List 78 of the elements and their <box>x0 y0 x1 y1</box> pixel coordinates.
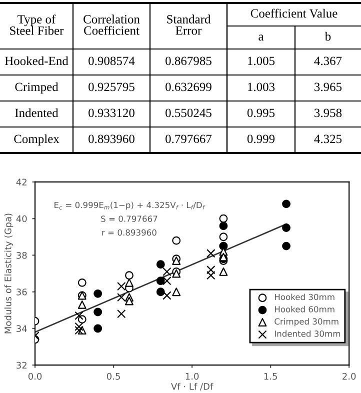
text: E$_{c}$ = 0.999E$_{m}$(1−p) + 4.325V$_{f}$ · L$_{f}$/D$_{f}$ <box>54 202 206 210</box>
text: 0.893960 <box>88 134 134 144</box>
text: 0.632699 <box>166 82 212 92</box>
y-tick-label: 38 <box>16 252 27 259</box>
text: Crimped <box>15 82 58 94</box>
text: 0.797667 <box>166 134 212 144</box>
point <box>156 288 165 296</box>
text: Indented <box>15 108 58 118</box>
y-tick-label: 42 <box>16 178 26 186</box>
text: 4.367 <box>314 56 342 66</box>
x-tick-label: 0.0 <box>28 372 42 380</box>
legend-label: Crimped 30mm <box>274 318 338 326</box>
point <box>78 300 86 309</box>
text: 0.908574 <box>88 56 135 66</box>
point <box>74 322 84 331</box>
point <box>117 282 126 291</box>
y-tick-label: 34 <box>16 325 27 332</box>
point <box>206 249 216 258</box>
point <box>117 292 126 302</box>
text: 1.003 <box>248 82 275 92</box>
point <box>282 224 291 232</box>
point <box>219 267 228 276</box>
point <box>125 296 134 306</box>
text: 3.965 <box>314 82 342 92</box>
x-tick-label: 1.5 <box>264 373 277 380</box>
text: 0.995 <box>247 108 275 118</box>
legend-label: Indented 30mm <box>274 330 340 337</box>
text: Complex <box>14 134 60 146</box>
point <box>219 222 228 230</box>
point <box>156 260 165 269</box>
annotation: S = 0.797667 <box>101 216 158 222</box>
x-tick-label: 1.0 <box>186 372 199 380</box>
text: a <box>258 34 264 41</box>
point <box>172 288 181 296</box>
y-tick-label: 40 <box>16 215 27 222</box>
point <box>206 271 216 280</box>
text: Hooked-End <box>4 56 68 66</box>
point <box>125 271 134 280</box>
point <box>117 309 126 318</box>
point <box>206 266 216 274</box>
text: 3.958 <box>314 108 342 118</box>
point <box>74 326 84 335</box>
point <box>156 276 165 286</box>
point <box>94 324 102 333</box>
point <box>74 311 84 320</box>
point <box>162 276 172 286</box>
y-tick-label: 36 <box>16 288 27 296</box>
text: b <box>324 32 331 41</box>
point <box>162 291 172 300</box>
x-tick-label: 0.5 <box>106 372 120 380</box>
annotation: r = 0.893960 <box>102 229 156 236</box>
point <box>282 200 291 208</box>
text: 0.867985 <box>166 56 212 66</box>
point <box>282 242 291 250</box>
y-axis-title: Modulus of Elasticity (Gpa) <box>4 214 14 334</box>
point <box>219 232 228 242</box>
x-tick-label: 2.0 <box>342 372 356 380</box>
text: Correlation Coefficient <box>84 14 140 35</box>
legend-label: Hooked 30mm <box>274 294 334 300</box>
text: 0.925795 <box>88 82 134 92</box>
text: 0.550245 <box>166 108 212 118</box>
point <box>219 214 228 223</box>
x-axis-title: Vf · Lf /Df <box>171 382 214 391</box>
legend-label: Hooked 60mm <box>274 306 334 312</box>
text: 1.005 <box>248 56 275 66</box>
point <box>172 236 181 245</box>
point <box>162 267 172 276</box>
text: Coefficient Value <box>250 8 338 18</box>
text: 0.999 <box>247 134 275 144</box>
y-tick-label: 32 <box>16 362 26 369</box>
text: Type of Steel Fiber <box>10 14 64 35</box>
point <box>125 278 134 287</box>
text: 4.325 <box>314 134 342 144</box>
point <box>94 289 102 298</box>
point <box>94 308 102 316</box>
text: Standard Error <box>167 14 211 35</box>
point <box>78 278 86 287</box>
text: 0.933120 <box>88 108 134 118</box>
